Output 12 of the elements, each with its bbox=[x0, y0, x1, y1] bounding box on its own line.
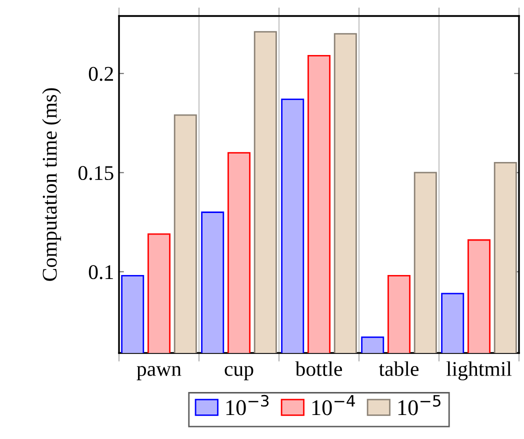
legend-label: 10$^{−3}$ bbox=[226, 394, 269, 416]
x-tick-label: lightmil bbox=[446, 361, 512, 380]
legend-label: 10$^{−5}$ bbox=[398, 395, 440, 416]
y-tick-label: 0.15 bbox=[78, 166, 114, 180]
legend-label: 10$^{−4}$ bbox=[312, 395, 355, 416]
x-tick-label: table bbox=[378, 361, 419, 376]
x-tick-label: cup bbox=[224, 366, 254, 380]
x-tick-label: pawn bbox=[136, 366, 182, 380]
y-tick-label: 0.1 bbox=[88, 265, 113, 280]
y-axis-title: Computation time (ms) bbox=[42, 88, 62, 281]
x-tick-label: bottle bbox=[295, 361, 342, 376]
y-tick-label: 0.2 bbox=[88, 66, 113, 82]
